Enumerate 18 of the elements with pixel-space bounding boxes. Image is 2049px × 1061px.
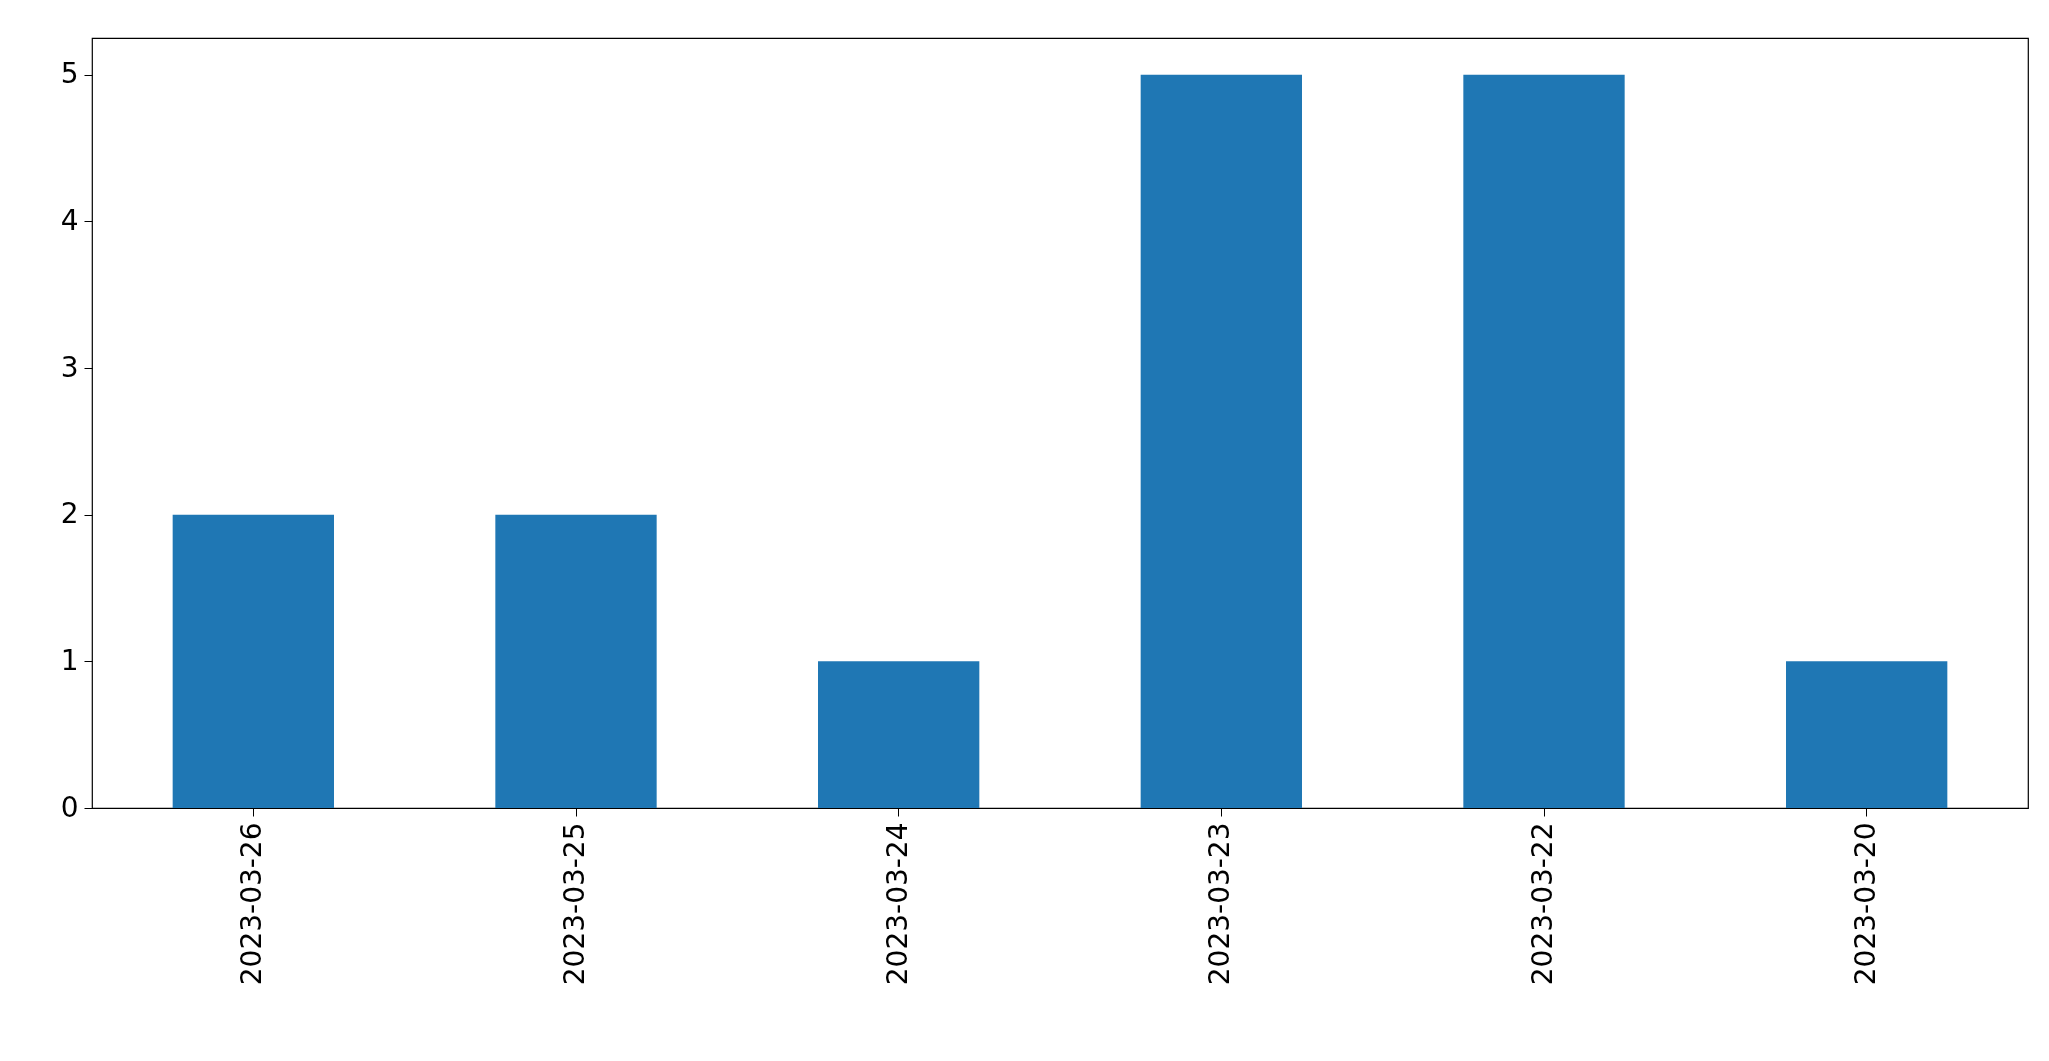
y-tick-label: 5 — [60, 57, 79, 91]
y-tick-label: 1 — [60, 643, 79, 677]
bar — [1140, 74, 1302, 808]
x-tick-label: 2023-03-23 — [1203, 822, 1237, 986]
bar — [818, 661, 980, 808]
bar — [1786, 661, 1948, 808]
bar — [1463, 74, 1625, 808]
y-tick-label: 3 — [60, 350, 79, 384]
y-tick-label: 2 — [60, 497, 79, 531]
x-tick-label: 2023-03-26 — [235, 822, 269, 986]
y-tick-label: 4 — [60, 203, 79, 237]
bar — [172, 514, 334, 808]
bar — [495, 514, 657, 808]
x-tick-label: 2023-03-25 — [558, 822, 591, 986]
y-tick-label: 0 — [60, 790, 79, 824]
x-tick-label: 2023-03-24 — [880, 822, 914, 986]
x-tick-label: 2023-03-20 — [1848, 822, 1882, 986]
x-tick-label: 2023-03-22 — [1526, 822, 1559, 986]
